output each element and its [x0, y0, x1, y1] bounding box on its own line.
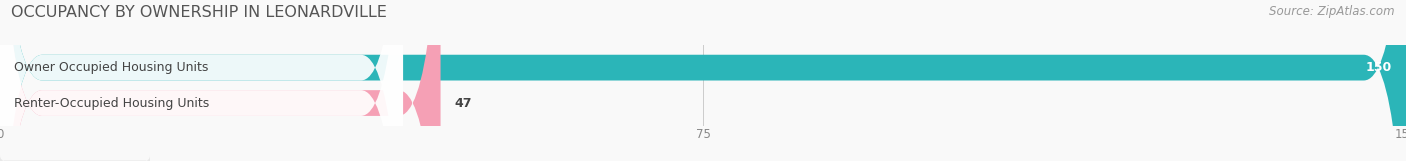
- FancyBboxPatch shape: [0, 0, 404, 161]
- Text: Source: ZipAtlas.com: Source: ZipAtlas.com: [1270, 5, 1395, 18]
- FancyBboxPatch shape: [0, 156, 150, 161]
- Text: 150: 150: [1365, 61, 1392, 74]
- Text: 47: 47: [454, 97, 472, 109]
- Text: Owner Occupied Housing Units: Owner Occupied Housing Units: [14, 61, 208, 74]
- FancyBboxPatch shape: [0, 0, 404, 161]
- FancyBboxPatch shape: [0, 156, 150, 161]
- Text: Renter-Occupied Housing Units: Renter-Occupied Housing Units: [14, 97, 209, 109]
- Text: OCCUPANCY BY OWNERSHIP IN LEONARDVILLE: OCCUPANCY BY OWNERSHIP IN LEONARDVILLE: [11, 5, 387, 20]
- FancyBboxPatch shape: [0, 0, 440, 161]
